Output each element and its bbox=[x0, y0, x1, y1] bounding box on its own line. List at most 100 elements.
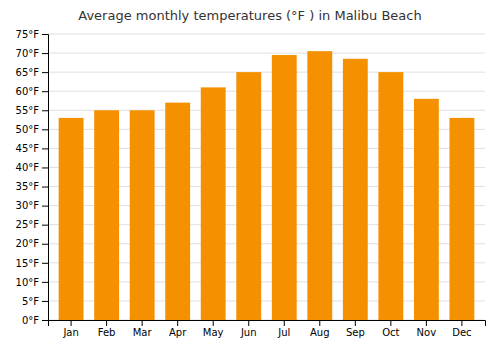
y-tick: 60°F bbox=[16, 86, 48, 97]
y-tick: 55°F bbox=[16, 105, 48, 116]
x-tick: Dec bbox=[452, 320, 471, 338]
y-tick-mark bbox=[42, 91, 48, 92]
x-tick-label: May bbox=[203, 327, 224, 338]
y-tick: 75°F bbox=[16, 29, 48, 40]
x-axis-line bbox=[49, 321, 486, 327]
grid-line bbox=[48, 53, 485, 54]
x-tick-mark bbox=[284, 320, 285, 326]
x-tick-mark bbox=[390, 320, 391, 326]
y-tick: 50°F bbox=[16, 124, 48, 135]
bar bbox=[165, 103, 190, 320]
x-tick: Jul bbox=[277, 320, 290, 338]
x-tick: Feb bbox=[98, 320, 116, 338]
x-tick: Oct bbox=[382, 320, 399, 338]
plot: 0°F 5°F 10°F 15°F 20°F 25°F 30°F 35°F 40°F 45°F 50… bbox=[16, 29, 486, 338]
y-tick: 5°F bbox=[22, 296, 48, 307]
grid-line bbox=[48, 91, 485, 92]
bar bbox=[59, 118, 84, 320]
y-tick-mark bbox=[42, 263, 48, 264]
y-tick: 45°F bbox=[16, 143, 48, 154]
x-tick-label: Jul bbox=[277, 327, 290, 338]
y-tick: 40°F bbox=[16, 162, 48, 173]
bar bbox=[130, 110, 155, 320]
x-tick: Mar bbox=[133, 320, 153, 338]
y-tick-label: 40°F bbox=[16, 162, 40, 173]
y-tick-label: 35°F bbox=[16, 181, 40, 192]
x-tick-label: Jun bbox=[240, 327, 257, 338]
y-tick-mark bbox=[42, 225, 48, 226]
y-tick: 30°F bbox=[16, 200, 48, 211]
grid-line bbox=[48, 72, 485, 73]
y-tick-mark bbox=[42, 244, 48, 245]
bar bbox=[449, 118, 474, 320]
y-tick-label: 30°F bbox=[16, 200, 40, 211]
x-tick-label: Mar bbox=[133, 327, 153, 338]
y-tick-label: 50°F bbox=[16, 124, 40, 135]
x-tick-label: Apr bbox=[169, 327, 187, 338]
x-tick: Jan bbox=[62, 320, 78, 338]
x-tick-mark bbox=[426, 320, 427, 326]
bar bbox=[307, 51, 332, 320]
y-tick: 10°F bbox=[16, 277, 48, 288]
title: Average monthly temperatures (°F ) in Ma… bbox=[78, 8, 421, 23]
y-tick: 35°F bbox=[16, 181, 48, 192]
x-tick-label: Jan bbox=[62, 327, 78, 338]
x-tick-label: Sep bbox=[346, 327, 365, 338]
grid bbox=[48, 34, 485, 320]
y-tick-label: 15°F bbox=[16, 258, 40, 269]
y-tick-mark bbox=[42, 53, 48, 54]
y-tick-mark bbox=[42, 320, 48, 321]
y-tick-label: 55°F bbox=[16, 105, 40, 116]
x-tick-mark bbox=[213, 320, 214, 326]
y-tick-mark bbox=[42, 301, 48, 302]
y-tick: 65°F bbox=[16, 67, 48, 78]
bar bbox=[236, 72, 261, 320]
x-tick-label: Dec bbox=[452, 327, 471, 338]
x-tick-label: Aug bbox=[310, 327, 330, 338]
x-tick: May bbox=[203, 320, 224, 338]
bar bbox=[414, 99, 439, 320]
y-tick-label: 45°F bbox=[16, 143, 40, 154]
x-tick-mark bbox=[355, 320, 356, 326]
bar bbox=[272, 55, 297, 320]
y-tick-label: 5°F bbox=[22, 296, 39, 307]
y-tick: 0°F bbox=[22, 315, 48, 326]
y-tick-label: 60°F bbox=[16, 86, 40, 97]
y-tick-mark bbox=[42, 282, 48, 283]
bar bbox=[201, 87, 226, 320]
y-tick-mark bbox=[42, 167, 48, 168]
y-tick-label: 20°F bbox=[16, 238, 40, 249]
bar bbox=[343, 59, 368, 320]
x-tick: Jun bbox=[240, 320, 257, 338]
y-tick-mark bbox=[42, 110, 48, 111]
grid-line bbox=[48, 34, 485, 35]
x-tick-label: Nov bbox=[417, 327, 437, 338]
y-tick: 70°F bbox=[16, 48, 48, 59]
y-tick-label: 0°F bbox=[22, 315, 39, 326]
y-tick-label: 70°F bbox=[16, 48, 40, 59]
y-tick: 15°F bbox=[16, 258, 48, 269]
y-tick-mark bbox=[42, 187, 48, 188]
x-tick-mark bbox=[248, 320, 249, 326]
y-tick: 20°F bbox=[16, 238, 48, 249]
y-tick-mark bbox=[42, 148, 48, 149]
y-tick-mark bbox=[42, 129, 48, 130]
y-tick-label: 10°F bbox=[16, 277, 40, 288]
y-tick-label: 65°F bbox=[16, 67, 40, 78]
y-axis-line bbox=[42, 35, 49, 321]
x-tick-mark bbox=[142, 320, 143, 326]
y-tick-label: 25°F bbox=[16, 219, 40, 230]
bar bbox=[94, 110, 119, 320]
x-axis: Jan Feb Mar Apr May Jun Jul Aug Sep Oct Nov Dec bbox=[49, 320, 486, 338]
x-tick-mark bbox=[319, 320, 320, 326]
x-tick: Aug bbox=[310, 320, 330, 338]
bar bbox=[378, 72, 403, 320]
y-tick-label: 75°F bbox=[16, 29, 40, 40]
x-tick-label: Feb bbox=[98, 327, 116, 338]
x-tick-label: Oct bbox=[382, 327, 399, 338]
y-tick-mark bbox=[42, 72, 48, 73]
y-tick-mark bbox=[42, 34, 48, 35]
y-tick: 25°F bbox=[16, 219, 48, 230]
x-tick-mark bbox=[71, 320, 72, 326]
y-tick-mark bbox=[42, 206, 48, 207]
